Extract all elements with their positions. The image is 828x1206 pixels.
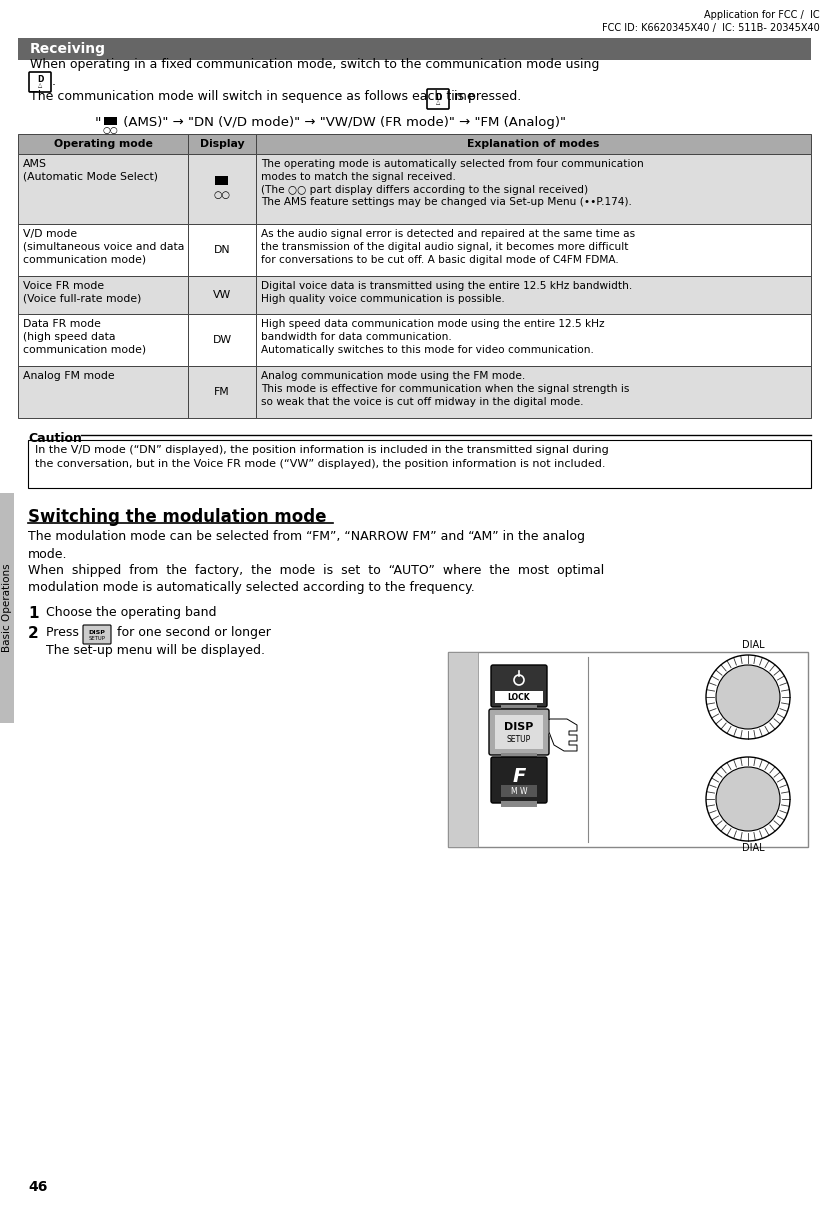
Text: FCC ID: K6620345X40 /  IC: 511B- 20345X40: FCC ID: K6620345X40 / IC: 511B- 20345X40 [601, 23, 819, 33]
Text: D: D [36, 76, 43, 84]
Text: Digital voice data is transmitted using the entire 12.5 kHz bandwidth.
High qual: Digital voice data is transmitted using … [261, 281, 632, 304]
Text: △: △ [38, 82, 42, 88]
Bar [256, 224, 810, 276]
Bar [256, 154, 810, 224]
Text: As the audio signal error is detected and repaired at the same time as
the trans: As the audio signal error is detected an… [261, 229, 634, 264]
Text: Caution: Caution [28, 432, 82, 445]
Text: M W: M W [510, 786, 527, 796]
FancyBboxPatch shape [489, 709, 548, 755]
Text: DW: DW [212, 335, 231, 345]
Text: △: △ [436, 100, 440, 105]
Text: When  shipped  from  the  factory,  the  mode  is  set  to  “AUTO”  where  the  : When shipped from the factory, the mode … [28, 564, 604, 595]
Text: ": " [95, 116, 101, 130]
Text: (AMS)" → "DN (V/D mode)" → "VW/DW (FR mode)" → "FM (Analog)": (AMS)" → "DN (V/D mode)" → "VW/DW (FR mo… [119, 116, 566, 129]
Bar [500, 785, 537, 797]
Text: DISP: DISP [503, 722, 533, 732]
Text: FM: FM [214, 387, 229, 397]
Text: Application for FCC /  IC: Application for FCC / IC [704, 10, 819, 21]
Text: VW: VW [213, 289, 231, 300]
Text: The set-up menu will be displayed.: The set-up menu will be displayed. [46, 644, 265, 657]
Bar [256, 134, 810, 154]
Text: .: . [52, 75, 56, 88]
Bar [18, 224, 188, 276]
Bar [18, 276, 188, 314]
Text: The operating mode is automatically selected from four communication
modes to ma: The operating mode is automatically sele… [261, 159, 643, 207]
Text: In the V/D mode (“DN” displayed), the position information is included in the tr: In the V/D mode (“DN” displayed), the po… [35, 445, 608, 469]
FancyBboxPatch shape [83, 625, 111, 644]
Text: Analog communication mode using the FM mode.
This mode is effective for communic: Analog communication mode using the FM m… [261, 371, 628, 406]
Bar [188, 154, 256, 224]
Bar [188, 134, 256, 154]
Text: Operating mode: Operating mode [54, 139, 152, 150]
Text: DISP: DISP [89, 630, 105, 634]
Bar [18, 365, 188, 418]
Text: Voice FR mode
(Voice full-rate mode): Voice FR mode (Voice full-rate mode) [23, 281, 142, 304]
Text: Data FR mode
(high speed data
communication mode): Data FR mode (high speed data communicat… [23, 320, 146, 355]
Bar [0, 493, 14, 724]
Text: High speed data communication mode using the entire 12.5 kHz
bandwidth for data : High speed data communication mode using… [261, 320, 604, 355]
Text: Press: Press [46, 626, 83, 639]
Text: When operating in a fixed communication mode, switch to the communication mode u: When operating in a fixed communication … [30, 58, 599, 71]
Bar [256, 276, 810, 314]
Text: for one second or longer: for one second or longer [113, 626, 271, 639]
Bar [188, 314, 256, 365]
Text: Explanation of modes: Explanation of modes [467, 139, 599, 150]
Text: DN: DN [214, 245, 230, 254]
Bar [494, 715, 542, 749]
Text: Switching the modulation mode: Switching the modulation mode [28, 508, 326, 526]
Text: DIAL: DIAL [741, 843, 763, 853]
Bar [18, 154, 188, 224]
FancyBboxPatch shape [490, 665, 546, 707]
Text: The modulation mode can be selected from “FM”, “NARROW FM” and “AM” in the analo: The modulation mode can be selected from… [28, 529, 585, 561]
Bar [18, 134, 188, 154]
Bar [188, 365, 256, 418]
Circle shape [715, 665, 779, 728]
Polygon shape [548, 719, 576, 751]
Text: LOCK: LOCK [507, 692, 530, 702]
Text: 46: 46 [28, 1179, 47, 1194]
Bar [447, 652, 807, 847]
FancyBboxPatch shape [29, 72, 51, 92]
Text: The communication mode will switch in sequence as follows each time: The communication mode will switch in se… [30, 90, 474, 103]
Text: DIAL: DIAL [741, 640, 763, 650]
Text: Analog FM mode: Analog FM mode [23, 371, 114, 381]
Text: Choose the operating band: Choose the operating band [46, 605, 216, 619]
Text: F: F [512, 767, 525, 786]
Circle shape [715, 767, 779, 831]
Bar [18, 314, 188, 365]
Text: AMS
(Automatic Mode Select): AMS (Automatic Mode Select) [23, 159, 158, 182]
Bar [214, 176, 228, 185]
Text: Basic Operations: Basic Operations [2, 563, 12, 652]
Text: SETUP: SETUP [89, 636, 105, 640]
Bar [188, 276, 256, 314]
Bar [28, 440, 810, 488]
Bar [500, 801, 537, 807]
Text: Receiving: Receiving [30, 42, 106, 55]
FancyBboxPatch shape [426, 89, 449, 109]
Text: V/D mode
(simultaneous voice and data
communication mode): V/D mode (simultaneous voice and data co… [23, 229, 184, 264]
FancyBboxPatch shape [490, 757, 546, 803]
Bar [18, 39, 810, 60]
Bar [256, 314, 810, 365]
Bar [447, 652, 478, 847]
Text: Display: Display [200, 139, 244, 150]
Bar [500, 753, 537, 759]
Text: 2: 2 [28, 626, 39, 642]
Text: 1: 1 [28, 605, 38, 621]
Text: ○○: ○○ [103, 125, 118, 135]
Bar [500, 706, 537, 712]
Bar [494, 691, 542, 703]
Text: SETUP: SETUP [506, 734, 531, 744]
Text: ○○: ○○ [214, 191, 230, 200]
Text: is pressed.: is pressed. [450, 90, 521, 103]
Bar [104, 117, 117, 125]
Bar [188, 224, 256, 276]
Text: D: D [435, 93, 440, 101]
Bar [256, 365, 810, 418]
